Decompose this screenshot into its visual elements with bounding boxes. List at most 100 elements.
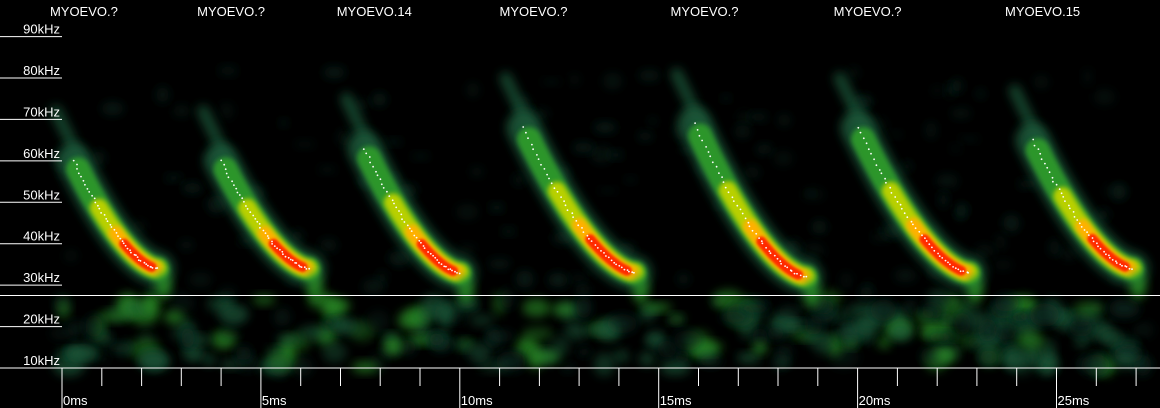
trace-point bbox=[1058, 188, 1061, 191]
noise-blob bbox=[317, 165, 337, 174]
trace-point bbox=[258, 223, 261, 225]
trace-point bbox=[900, 207, 903, 210]
trace-point bbox=[531, 143, 533, 146]
trace-point bbox=[694, 122, 696, 124]
noise-blob bbox=[416, 310, 447, 321]
trace-point bbox=[594, 244, 597, 246]
trace-point bbox=[779, 260, 782, 263]
noise-blob bbox=[321, 317, 337, 327]
trace-point bbox=[1097, 245, 1099, 248]
trace-point bbox=[698, 134, 701, 137]
trace-point bbox=[227, 176, 230, 179]
noise-blob bbox=[383, 336, 403, 355]
trace-point bbox=[254, 218, 257, 220]
noise-layer bbox=[49, 66, 1155, 378]
trace-point bbox=[873, 158, 875, 161]
trace-point bbox=[379, 178, 382, 181]
noise-blob bbox=[1080, 354, 1110, 376]
trace-point bbox=[406, 224, 409, 227]
noise-blob bbox=[995, 234, 1006, 251]
trace-point bbox=[553, 187, 556, 190]
noise-blob bbox=[1098, 330, 1123, 344]
trace-point bbox=[110, 226, 113, 228]
trace-point bbox=[287, 256, 290, 259]
trace-point bbox=[393, 202, 395, 205]
trace-point bbox=[1040, 158, 1043, 161]
noise-blob bbox=[647, 117, 658, 126]
trace-point bbox=[413, 234, 416, 237]
trace-point bbox=[126, 247, 129, 250]
trace-point bbox=[914, 227, 917, 230]
call-peak bbox=[119, 238, 157, 272]
call-6 bbox=[833, 72, 986, 304]
trace-point bbox=[796, 272, 798, 275]
noise-blob bbox=[252, 294, 276, 306]
trace-point bbox=[139, 260, 142, 262]
trace-point bbox=[618, 264, 621, 267]
trace-point bbox=[231, 180, 234, 183]
trace-point bbox=[1064, 200, 1066, 203]
noise-blob bbox=[428, 333, 445, 346]
trace-point bbox=[1105, 253, 1107, 256]
noise-blob bbox=[887, 131, 904, 138]
trace-point bbox=[440, 263, 443, 265]
trace-point bbox=[1060, 192, 1063, 195]
trace-point bbox=[362, 148, 365, 151]
noise-blob bbox=[657, 340, 677, 358]
noise-blob bbox=[1097, 208, 1109, 221]
noise-blob bbox=[98, 330, 111, 345]
trace-point bbox=[696, 129, 699, 131]
trace-point bbox=[103, 214, 106, 216]
trace-point bbox=[1115, 260, 1117, 263]
noise-blob bbox=[49, 327, 76, 340]
trace-point bbox=[1111, 259, 1114, 261]
trace-point bbox=[769, 252, 772, 255]
trace-point bbox=[931, 246, 933, 249]
trace-point bbox=[147, 264, 149, 267]
noise-blob bbox=[840, 272, 852, 289]
trace-point bbox=[94, 201, 97, 204]
trace-point bbox=[803, 275, 805, 278]
trace-point bbox=[295, 262, 298, 264]
trace-point bbox=[1124, 265, 1127, 267]
noise-blob bbox=[952, 78, 963, 94]
trace-point bbox=[224, 168, 227, 171]
trace-point bbox=[122, 242, 125, 245]
trace-point bbox=[586, 234, 589, 237]
noise-blob bbox=[602, 72, 623, 90]
noise-blob bbox=[163, 310, 185, 324]
trace-point bbox=[954, 267, 957, 270]
trace-point bbox=[447, 268, 450, 271]
noise-blob bbox=[1017, 179, 1039, 189]
noise-blob bbox=[975, 88, 986, 99]
trace-point bbox=[262, 229, 265, 232]
trace-point bbox=[540, 163, 542, 166]
call-tail bbox=[803, 279, 820, 308]
trace-point bbox=[249, 211, 252, 214]
trace-point bbox=[721, 176, 723, 179]
trace-point bbox=[875, 164, 878, 167]
trace-point bbox=[590, 240, 593, 243]
noise-blob bbox=[1073, 301, 1104, 315]
trace-point bbox=[732, 200, 735, 203]
trace-point bbox=[233, 184, 235, 187]
noise-blob bbox=[755, 144, 774, 155]
noise-blob bbox=[457, 338, 470, 353]
trace-point bbox=[1051, 176, 1054, 179]
trace-point bbox=[773, 254, 776, 257]
noise-blob bbox=[844, 339, 858, 349]
call-label: MYOEVO.14 bbox=[337, 4, 412, 19]
noise-blob bbox=[777, 113, 791, 127]
trace-point bbox=[246, 208, 249, 210]
noise-blob bbox=[219, 287, 237, 299]
trace-point bbox=[1087, 234, 1090, 237]
trace-point bbox=[400, 213, 403, 216]
trace-point bbox=[912, 223, 914, 226]
noise-blob bbox=[279, 119, 289, 127]
trace-point bbox=[220, 159, 223, 162]
noise-blob bbox=[1113, 351, 1137, 370]
trace-point bbox=[282, 253, 284, 256]
trace-point bbox=[305, 268, 308, 270]
